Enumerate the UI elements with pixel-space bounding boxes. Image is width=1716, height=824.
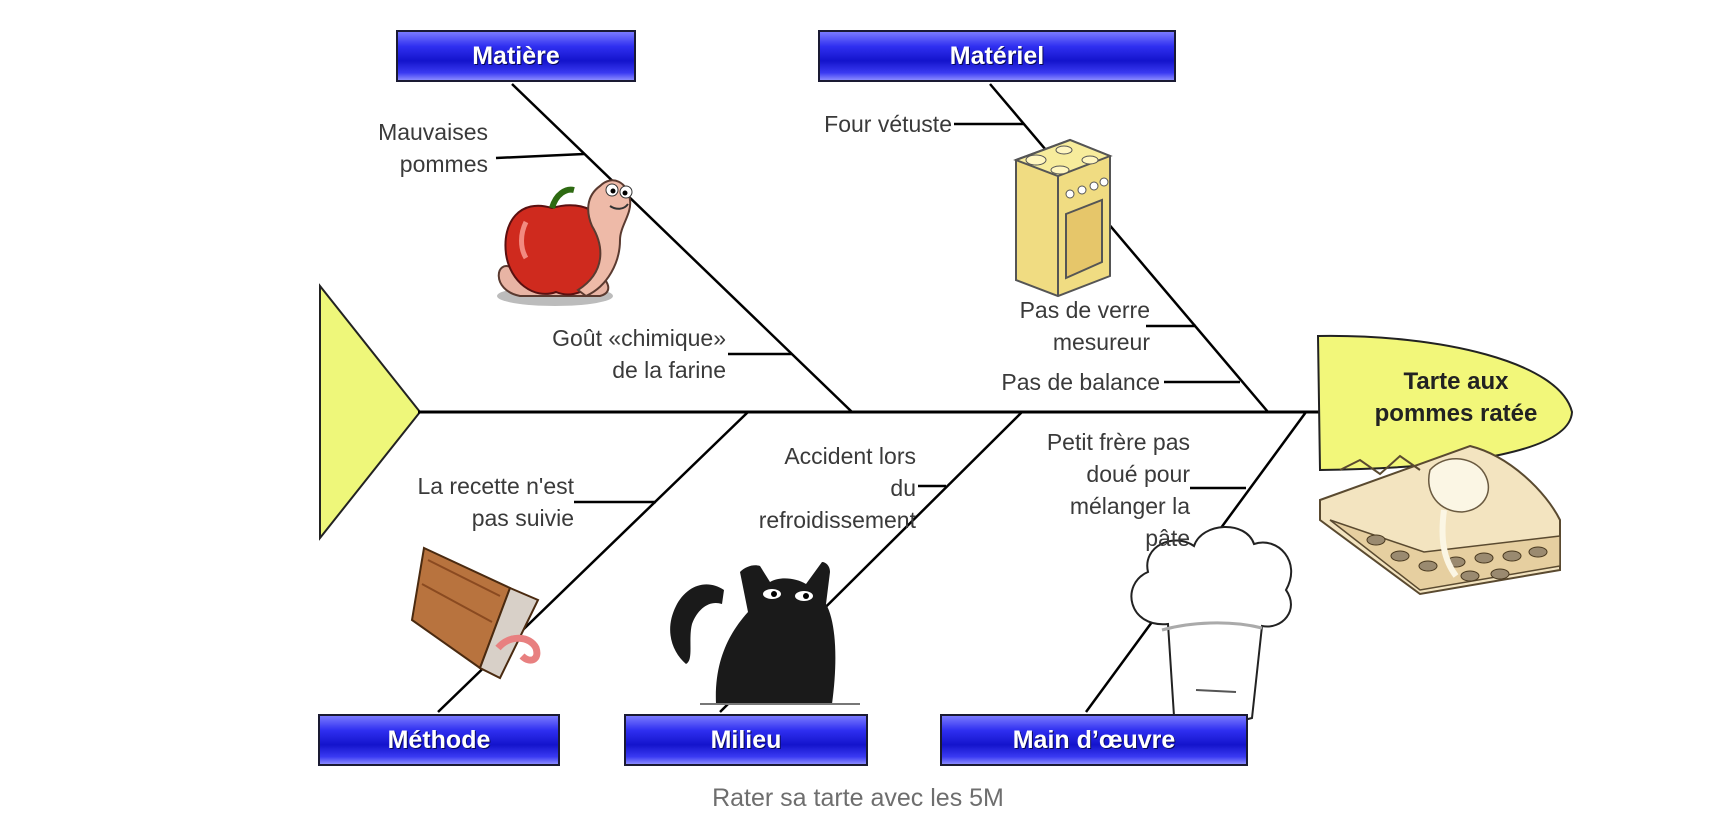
cause-recette: La recette n'est pas suivie (417, 470, 574, 534)
cause-text-line: mesureur (1052, 329, 1150, 355)
bone-materiel (989, 83, 1269, 413)
effect-label: Tarte aux pommes ratée (1326, 366, 1586, 430)
effect-line: pommes ratée (1374, 400, 1538, 427)
category-matiere: Matière (396, 30, 636, 82)
cause-text-line: Pas de verre (1019, 297, 1150, 323)
cause-gout-chimique: Goût «chimique» de la farine (552, 322, 726, 386)
category-methode: Méthode (318, 714, 560, 766)
effect-line: Tarte aux (1403, 368, 1509, 395)
chef-hat-icon (1130, 526, 1293, 725)
cause-text-line: mélanger la (1069, 493, 1190, 519)
tick-mauvaises-pommes (495, 152, 585, 160)
cause-text-line: Mauvaises (378, 119, 488, 145)
cause-text-line: doué pour (1086, 461, 1190, 487)
category-milieu: Milieu (624, 714, 868, 766)
fish-tail (319, 283, 422, 541)
book-worm-icon (410, 546, 541, 680)
cause-petit-frere: Petit frère pas doué pour mélanger la pâ… (1047, 426, 1190, 554)
black-cat-icon (670, 562, 860, 705)
bone-matiere (511, 83, 853, 413)
cause-text-line: pâte (1145, 525, 1190, 551)
cause-pas-de-verre: Pas de verre mesureur (1020, 294, 1150, 358)
stove-icon (1013, 138, 1113, 298)
apple-worm-icon (497, 179, 633, 306)
category-materiel: Matériel (818, 30, 1176, 82)
diagram-caption: Rater sa tarte avec les 5M (712, 784, 1004, 812)
cause-text-line: Accident lors (784, 443, 916, 469)
cause-text-line: pas suivie (471, 505, 574, 531)
cause-text-line: Goût «chimique» (552, 325, 726, 351)
cause-text-line: du (890, 475, 916, 501)
cause-text-line: Petit frère pas (1046, 429, 1190, 455)
cause-text-line: La recette n'est (417, 473, 574, 499)
cause-text-line: de la farine (612, 357, 726, 383)
category-main-oeuvre: Main d’œuvre (940, 714, 1248, 766)
cause-text-line: pommes (399, 151, 488, 177)
cause-accident: Accident lors du refroidissement (759, 440, 916, 536)
apple-pie-icon (1319, 444, 1561, 596)
cause-text-line: refroidissement (758, 507, 916, 533)
cause-pas-de-balance: Pas de balance (1001, 366, 1160, 398)
cause-four-vetuste: Four vétuste (824, 108, 952, 140)
cause-mauvaises-pommes: Mauvaises pommes (378, 116, 488, 180)
cause-text-line: Four vétuste (824, 111, 952, 137)
cause-text-line: Pas de balance (1001, 369, 1160, 395)
